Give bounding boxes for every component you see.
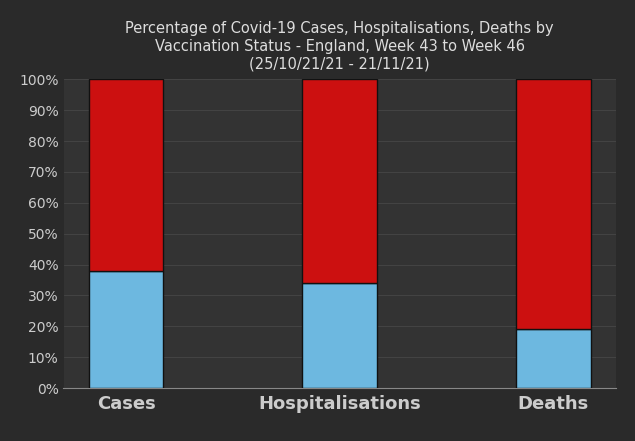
Title: Percentage of Covid-19 Cases, Hospitalisations, Deaths by
Vaccination Status - E: Percentage of Covid-19 Cases, Hospitalis… [125,22,554,71]
Bar [516,329,591,388]
Bar [516,79,591,329]
Bar [302,283,377,388]
Bar [89,271,163,388]
Bar [89,79,163,271]
Bar [302,79,377,283]
